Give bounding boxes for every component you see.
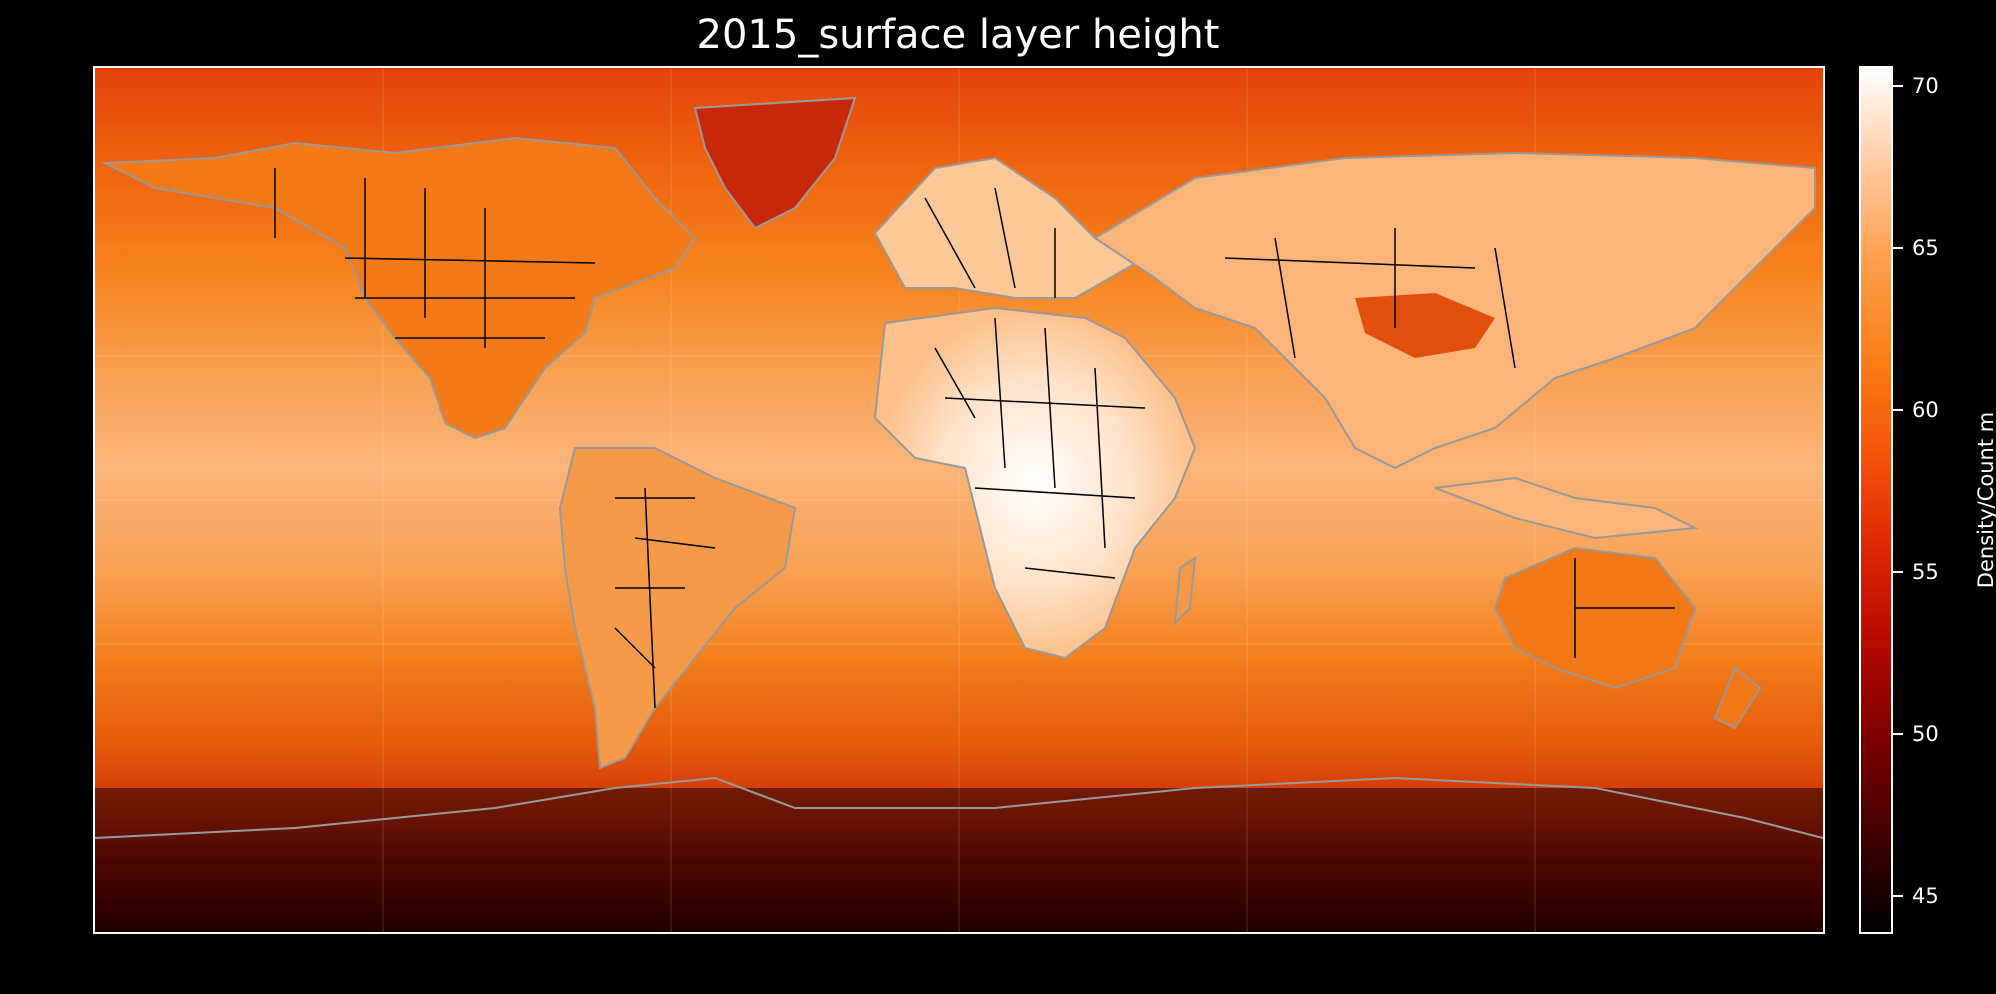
colorbar-tick-label: 50	[1912, 722, 1939, 746]
new-zealand	[1713, 666, 1762, 730]
colorbar-tick	[1893, 85, 1903, 87]
map-title: 2015_surface layer height	[696, 12, 1220, 58]
australia	[1493, 546, 1697, 690]
colorbar-tick-label: 55	[1912, 560, 1939, 584]
colorbar-tick-label: 45	[1912, 884, 1939, 908]
country-borders	[274, 168, 1675, 709]
colorbar-tick	[1893, 571, 1903, 573]
africa	[873, 306, 1197, 660]
continents	[95, 96, 1823, 839]
colorbar	[1859, 66, 1893, 934]
europe	[873, 156, 1148, 299]
colorbar-tick	[1893, 895, 1903, 897]
colorbar-tick-label: 60	[1912, 398, 1939, 422]
colorbar-tick-label: 65	[1912, 236, 1939, 260]
north-america	[101, 136, 697, 440]
greenland	[693, 96, 857, 230]
map-plot-area[interactable]	[93, 66, 1825, 934]
world-map	[95, 68, 1823, 932]
south-america	[558, 447, 797, 770]
colorbar-tick	[1893, 247, 1903, 249]
madagascar	[1173, 555, 1197, 626]
antarctica-region	[95, 788, 1823, 932]
colorbar-tick	[1893, 733, 1903, 735]
colorbar-label: Density/Count m	[1974, 411, 1996, 589]
colorbar-tick	[1893, 409, 1903, 411]
tibetan-plateau	[1355, 293, 1495, 358]
colorbar-tick-label: 70	[1912, 74, 1939, 98]
indonesia	[1434, 476, 1699, 540]
antarctica	[95, 776, 1823, 839]
